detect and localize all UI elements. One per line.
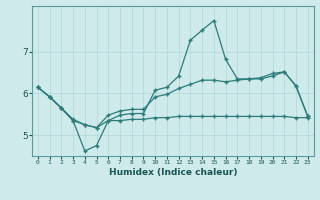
X-axis label: Humidex (Indice chaleur): Humidex (Indice chaleur) — [108, 168, 237, 177]
